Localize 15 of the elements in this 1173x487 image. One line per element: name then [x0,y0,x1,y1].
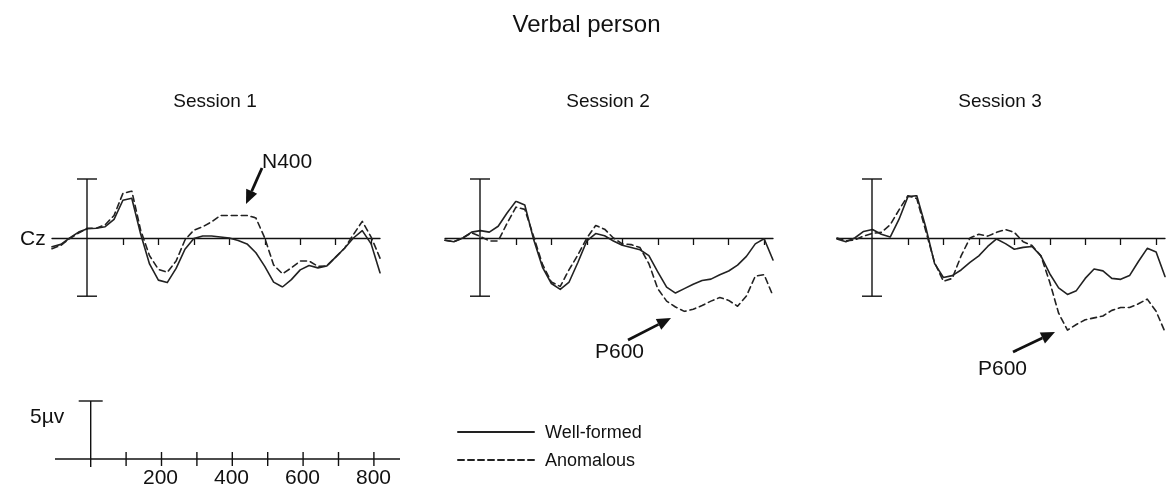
text: P600 [978,356,1028,379]
chart-subtitle: Session 1 [173,90,257,111]
text: 800 [356,465,392,487]
text: 600 [285,465,321,487]
text: 400 [214,465,250,487]
legend-label: Anomalous [545,450,636,470]
chart-subtitle: Session 3 [958,90,1042,111]
chart-subtitle: Session 2 [566,90,650,111]
text: 200 [143,465,179,487]
text: N400 [262,149,313,172]
text: 5µv [30,404,65,427]
legend-label: Well-formed [545,422,642,442]
text: Cz [20,226,46,249]
text: P600 [595,339,645,362]
chart-title: Verbal person [512,9,661,37]
